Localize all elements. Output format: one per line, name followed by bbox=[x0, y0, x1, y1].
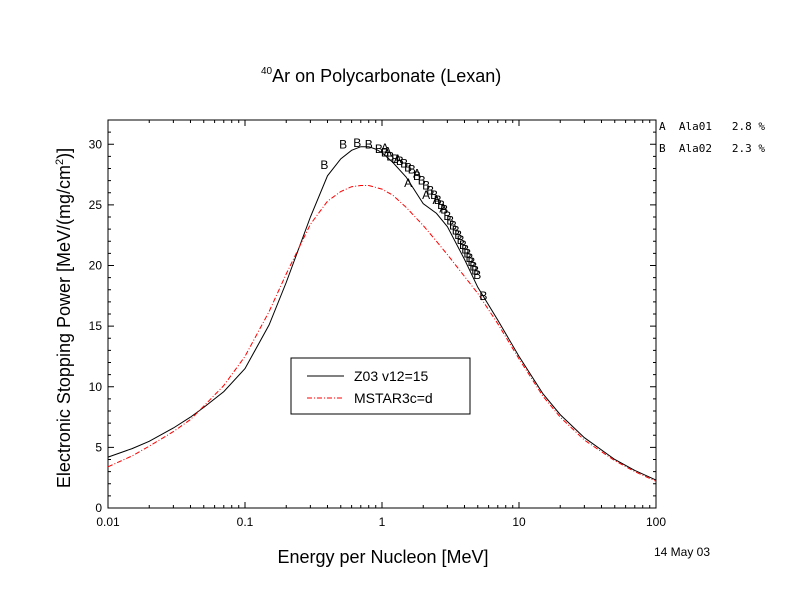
data-point-b: B bbox=[353, 136, 361, 150]
dataset-label-a: A Ala01 2.8 % bbox=[659, 120, 765, 133]
data-point-a: A bbox=[413, 166, 421, 180]
plot-frame bbox=[107, 119, 657, 509]
data-point-a: A bbox=[432, 193, 440, 207]
y-axis-title: Electronic Stopping Power [MeV/(mg/cm2)] bbox=[54, 148, 74, 488]
curve-mstar bbox=[107, 185, 657, 482]
data-point-b: B bbox=[386, 149, 394, 163]
data-point-b: B bbox=[339, 137, 347, 151]
data-point-b: B bbox=[471, 263, 479, 277]
data-point-b: B bbox=[457, 233, 465, 247]
data-point-b: B bbox=[320, 158, 328, 172]
y-tick-label: 5 bbox=[95, 440, 102, 454]
data-point-b: B bbox=[437, 198, 445, 212]
data-point-a: A bbox=[422, 188, 430, 202]
data-point-b: B bbox=[434, 193, 442, 207]
data-point-b: B bbox=[413, 169, 421, 183]
x-tick-label: 0.01 bbox=[96, 515, 120, 529]
data-point-b: B bbox=[454, 228, 462, 242]
y-tick-label: 10 bbox=[89, 380, 103, 394]
data-point-a: A bbox=[404, 176, 412, 190]
data-point-a: A bbox=[394, 152, 402, 166]
legend-label-z03: Z03 v12=15 bbox=[354, 368, 429, 384]
data-point-b: B bbox=[467, 255, 475, 269]
data-point-b: B bbox=[375, 142, 383, 156]
title-main: Ar on Polycarbonate (Lexan) bbox=[272, 66, 501, 86]
data-point-b: B bbox=[443, 209, 451, 223]
data-point-b: B bbox=[430, 188, 438, 202]
data-point-b: B bbox=[396, 154, 404, 168]
y-tick-label: 30 bbox=[89, 137, 103, 151]
data-point-b: B bbox=[449, 219, 457, 233]
y-tick-label: 20 bbox=[89, 259, 103, 273]
data-point-b: B bbox=[400, 157, 408, 171]
data-point-b: B bbox=[473, 268, 481, 282]
data-point-b: B bbox=[391, 152, 399, 166]
data-point-b: B bbox=[479, 289, 487, 303]
data-point-b: B bbox=[440, 203, 448, 217]
curves bbox=[107, 146, 657, 482]
data-point-b: B bbox=[469, 260, 477, 274]
chart-title: 40Ar on Polycarbonate (Lexan) bbox=[261, 66, 501, 86]
date-stamp: 14 May 03 bbox=[654, 545, 710, 559]
x-tick-label: 10 bbox=[512, 515, 526, 529]
data-point-b: B bbox=[381, 146, 389, 160]
data-point-b: B bbox=[465, 251, 473, 265]
data-point-b: B bbox=[461, 243, 469, 257]
data-point-b: B bbox=[408, 163, 416, 177]
data-point-b: B bbox=[422, 179, 430, 193]
dataset-label-b: B Ala02 2.3 % bbox=[659, 142, 765, 155]
y-axis-title-tail: )] bbox=[54, 148, 74, 159]
data-point-b: B bbox=[404, 160, 412, 174]
x-tick-label: 1 bbox=[379, 515, 386, 529]
axis-ticks bbox=[107, 120, 657, 509]
legend-label-mstar: MSTAR3c=d bbox=[354, 390, 433, 406]
data-point-b: B bbox=[418, 174, 426, 188]
data-point-b: B bbox=[459, 238, 467, 252]
data-point-b: B bbox=[463, 246, 471, 260]
y-axis-title-superscript: 2 bbox=[54, 159, 66, 165]
y-tick-label: 25 bbox=[89, 198, 103, 212]
x-tick-label: 100 bbox=[646, 515, 666, 529]
x-axis-title: Energy per Nucleon [MeV] bbox=[277, 547, 488, 567]
data-point-a: A bbox=[439, 202, 447, 216]
x-tick-label: 0.1 bbox=[237, 515, 254, 529]
legend-box bbox=[290, 357, 471, 415]
data-point-b: B bbox=[452, 223, 460, 237]
y-tick-label: 15 bbox=[89, 319, 103, 333]
data-point-a: A bbox=[381, 141, 389, 155]
legend: Z03 v12=15 MSTAR3c=d bbox=[290, 357, 471, 415]
y-tick-label: 0 bbox=[95, 501, 102, 515]
data-point-b: B bbox=[426, 183, 434, 197]
title-superscript: 40 bbox=[261, 66, 273, 77]
data-point-b: B bbox=[365, 137, 373, 151]
data-point-b: B bbox=[446, 214, 454, 228]
data-point-a: A bbox=[384, 145, 392, 159]
curve-z03 bbox=[107, 146, 657, 481]
axis-tick-labels: 0.01 0.1 1 10 100 0 5 10 15 20 25 30 bbox=[89, 137, 667, 529]
y-axis-title-main: Electronic Stopping Power [MeV/(mg/cm bbox=[54, 165, 74, 488]
